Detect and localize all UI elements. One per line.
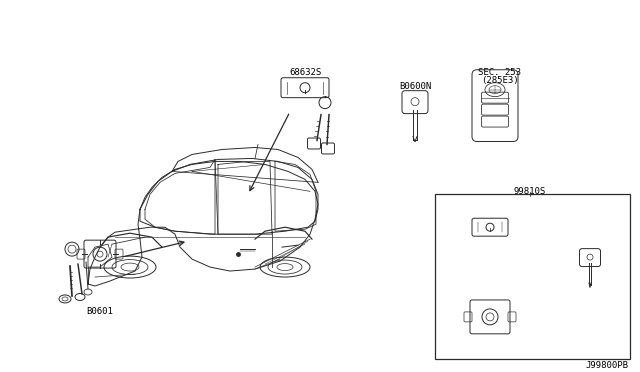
Text: J99800PB: J99800PB	[585, 361, 628, 370]
Bar	[435, 194, 630, 359]
Text: 68632S: 68632S	[289, 68, 321, 77]
Text: B0601: B0601	[86, 307, 113, 316]
Text: (285E3): (285E3)	[481, 76, 519, 85]
Text: 99810S: 99810S	[514, 187, 546, 196]
Text: B0600N: B0600N	[399, 82, 431, 91]
Text: SEC. 253: SEC. 253	[479, 68, 522, 77]
